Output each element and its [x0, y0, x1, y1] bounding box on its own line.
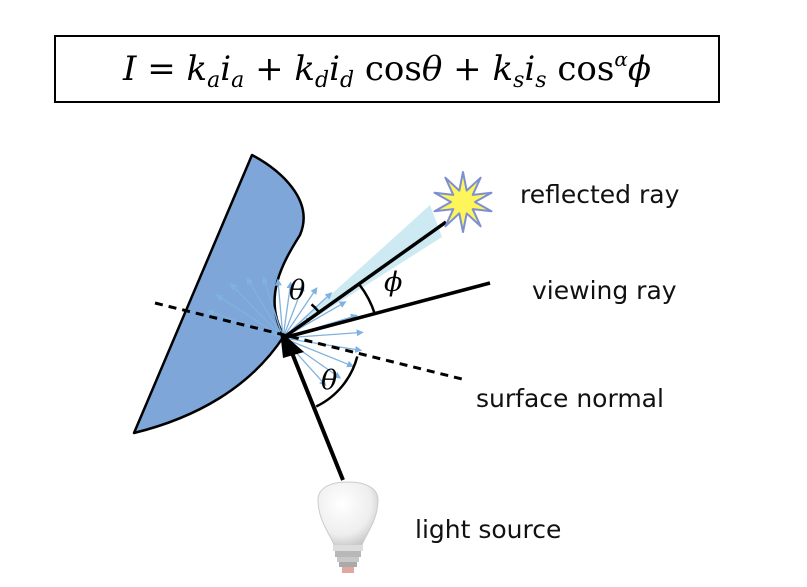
incident-ray-arrowhead [280, 331, 304, 358]
diffuse-intensity: i [329, 49, 340, 89]
specular-intensity: i [524, 49, 536, 89]
sub-d-2: d [339, 68, 355, 93]
sub-s-2: s [535, 68, 547, 93]
intensity-symbol: I [122, 49, 137, 89]
incident-ray-line [290, 352, 345, 481]
theta-lower-label: θ [321, 365, 337, 396]
theta-upper-arc-b [310, 303, 320, 313]
scatter-arrow [229, 282, 284, 339]
reflected-ray-line [281, 220, 448, 340]
ambient-coefficient: k [186, 49, 208, 89]
scatter-arrow [282, 287, 318, 339]
phi-symbol: ϕ [627, 49, 652, 89]
phi-arc [358, 283, 377, 315]
equals-sign: = [147, 49, 176, 89]
phi-label: ϕ [384, 267, 402, 298]
scatter-arrow [261, 276, 284, 339]
sub-d-1: d [315, 68, 330, 93]
light-source-label: light source [415, 515, 562, 544]
star-burst-icon [433, 171, 493, 233]
ambient-intensity: i [220, 49, 232, 89]
scatter-arrow [274, 278, 284, 339]
alpha-exponent: α [614, 47, 628, 71]
reflected-ray-label: reflected ray [520, 180, 680, 209]
phong-equation-box: I = kaia + kdid cosθ + ksis cosαϕ [54, 35, 720, 103]
scatter-arrow [282, 337, 355, 368]
specular-cone [283, 205, 442, 338]
sub-s-1: s [513, 68, 525, 93]
cos-term-1: cos [364, 49, 422, 89]
theta-upper-label: θ [289, 275, 305, 306]
theta-symbol: θ [421, 49, 443, 89]
plus-sign-2: + [453, 49, 482, 89]
theta-lower-arc [315, 356, 359, 408]
scatter-arrow [246, 277, 284, 339]
surface-normal-line [154, 301, 467, 382]
surface-shape [132, 153, 305, 435]
plus-sign-1: + [255, 49, 284, 89]
viewing-ray-label: viewing ray [532, 276, 677, 305]
sub-a-2: a [231, 68, 245, 93]
specular-coefficient: k [492, 49, 514, 89]
diffuse-coefficient: k [294, 49, 315, 89]
sub-a-1: a [207, 68, 221, 93]
scatter-arrow [282, 281, 294, 339]
scatter-arrow [206, 309, 284, 339]
phong-equation: I = kaia + kdid cosθ + ksis cosαϕ [122, 47, 652, 92]
viewing-ray-line [282, 281, 491, 340]
lightbulb-icon [317, 481, 379, 573]
scatter-arrow [282, 284, 305, 339]
surface-normal-label: surface normal [476, 384, 664, 413]
cos-term-2: cos [557, 49, 615, 89]
scatter-arrow [215, 294, 284, 339]
